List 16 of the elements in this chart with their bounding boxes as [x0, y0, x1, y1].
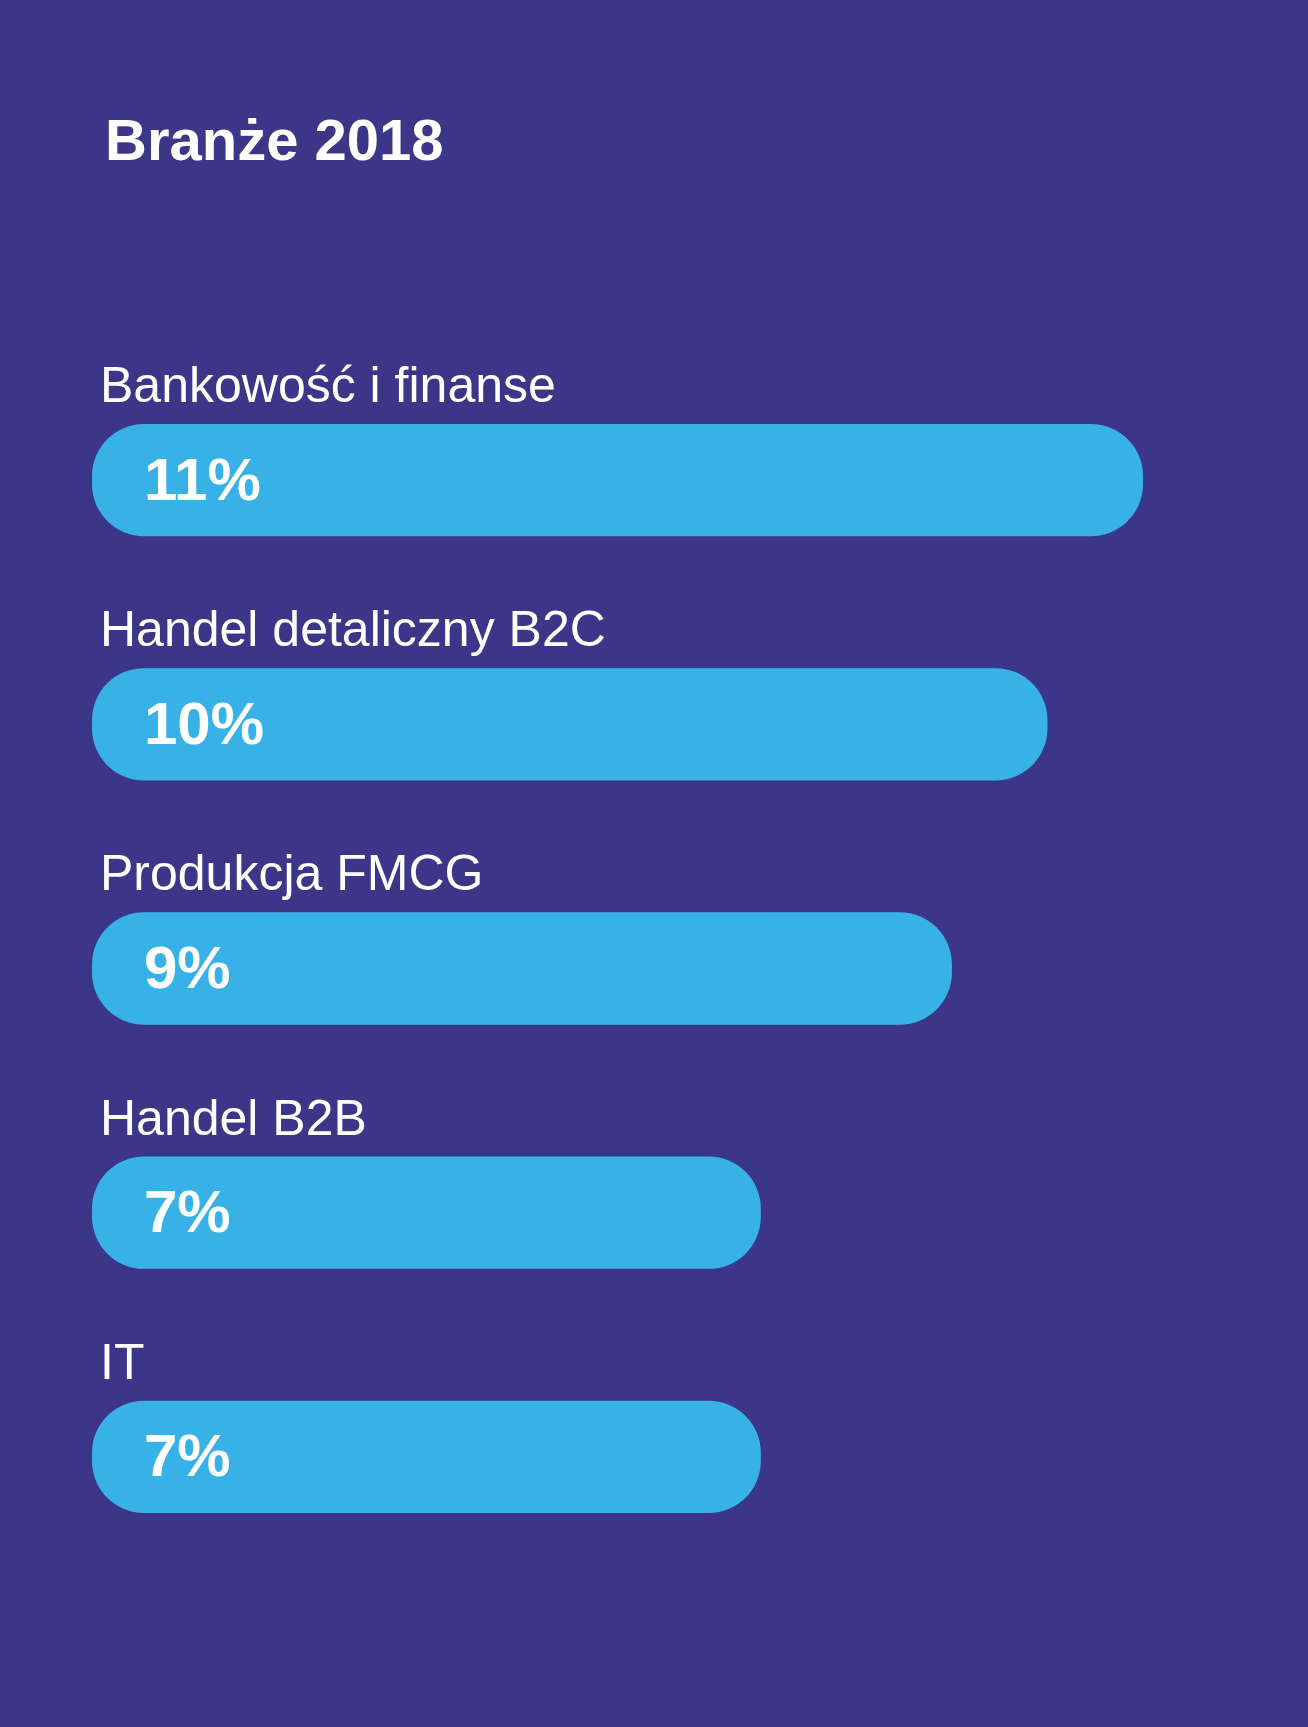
y-tick-label: Bankowość i finanse: [100, 356, 556, 413]
data-label: 7%: [144, 1178, 231, 1246]
bar: [92, 912, 952, 1025]
y-tick-label: Handel detaliczny B2C: [100, 601, 606, 658]
bar: [92, 668, 1048, 781]
bar: [92, 423, 1143, 537]
chart-title: Branże 2018: [105, 107, 444, 172]
data-label: 11%: [144, 445, 261, 513]
y-tick-label: IT: [100, 1333, 145, 1390]
y-tick-label: Handel B2B: [100, 1089, 367, 1146]
data-label: 9%: [144, 934, 231, 1002]
bar: [92, 1400, 761, 1514]
y-tick-label: Produkcja FMCG: [100, 845, 484, 902]
data-label: 7%: [144, 1422, 231, 1490]
data-label: 10%: [144, 689, 265, 757]
bar: [92, 1156, 761, 1269]
